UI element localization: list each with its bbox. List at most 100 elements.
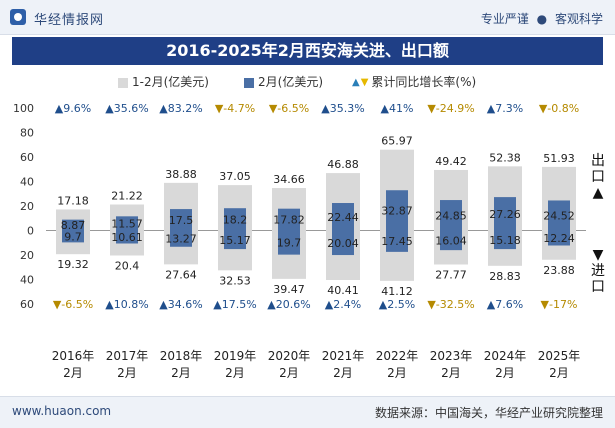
- y-tick-label: 20: [20, 249, 34, 262]
- x-tick-label-month: 2月: [495, 366, 515, 380]
- export-cumulative-label: 51.93: [543, 152, 575, 165]
- import-cumulative-label: 32.53: [219, 274, 251, 287]
- export-month-label: 17.82: [273, 214, 305, 227]
- export-month-bar: [332, 203, 354, 231]
- legend-label-cumulative: 1-2月(亿美元): [132, 75, 209, 89]
- export-arrow-icon: ▲: [592, 185, 604, 201]
- import-cumulative-label: 40.41: [327, 284, 359, 297]
- import-month-label: 15.17: [219, 234, 251, 247]
- y-tick-label: 80: [20, 127, 34, 140]
- export-cumulative-label: 38.88: [165, 168, 197, 181]
- import-growth-label: ▲20.6%: [267, 298, 310, 311]
- legend-label-month: 2月(亿美元): [258, 75, 323, 89]
- import-month-label: 10.61: [111, 231, 143, 244]
- import-month-bar: [440, 230, 462, 251]
- export-cumulative-label: 46.88: [327, 158, 359, 171]
- export-month-label: 22.44: [327, 211, 359, 224]
- export-month-label: 24.85: [435, 209, 467, 222]
- up-triangle-icon: ▲: [352, 77, 360, 88]
- legend-item-month: 2月(亿美元): [244, 73, 323, 90]
- export-month-bar: [170, 209, 192, 231]
- x-tick-label-year: 2022年: [376, 349, 419, 363]
- chart-title: 2016-2025年2月西安海关进、出口额: [166, 41, 449, 60]
- import-month-label: 19.7: [277, 237, 302, 250]
- export-growth-label: ▲83.2%: [159, 102, 202, 115]
- top-bar: 华经情报网 专业严谨 ● 客观科学: [0, 0, 615, 35]
- import-growth-label: ▲7.6%: [487, 298, 523, 311]
- x-tick-label-month: 2月: [549, 366, 569, 380]
- export-month-bar: [386, 190, 408, 231]
- x-tick-label-month: 2月: [441, 366, 461, 380]
- footer-source: 数据来源：中国海关，华经产业研究院整理: [374, 406, 603, 420]
- legend-label-growth: 累计同比增长率(%): [371, 75, 477, 89]
- import-month-bar: [548, 230, 570, 246]
- brand-name: 华经情报网: [34, 13, 105, 28]
- export-cumulative-label: 21.22: [111, 190, 143, 203]
- import-month-bar: [116, 230, 138, 244]
- import-month-bar: [332, 230, 354, 256]
- import-cumulative-label: 19.32: [57, 258, 89, 271]
- legend-item-cumulative: 1-2月(亿美元): [118, 73, 209, 90]
- import-month-label: 9.7: [64, 230, 82, 243]
- import-month-bar: [386, 230, 408, 252]
- import-month-bar: [278, 230, 300, 255]
- export-month-label: 32.87: [381, 204, 413, 217]
- export-month-label: 18.2: [223, 213, 248, 226]
- x-tick-label-month: 2月: [117, 366, 137, 380]
- legend: 1-2月(亿美元) 2月(亿美元) ▲▼ 累计同比增长率(%): [0, 70, 615, 92]
- export-growth-label: ▲35.3%: [321, 102, 364, 115]
- export-month-bar: [494, 197, 516, 231]
- import-month-label: 12.24: [543, 232, 575, 245]
- footer: www.huaon.com 数据来源：中国海关，华经产业研究院整理: [0, 396, 615, 428]
- y-tick-label: 60: [20, 151, 34, 164]
- tagline-left: 专业严谨: [480, 12, 529, 26]
- footer-website: www.huaon.com: [12, 404, 112, 418]
- y-tick-label: 40: [20, 274, 34, 287]
- export-month-bar: [116, 216, 138, 231]
- x-tick-label-month: 2月: [387, 366, 407, 380]
- export-growth-label: ▲41%: [381, 102, 414, 115]
- export-cumulative-label: 17.18: [57, 194, 89, 207]
- export-month-label: 17.5: [169, 214, 194, 227]
- import-cumulative-label: 27.64: [165, 268, 197, 281]
- x-tick-label-month: 2月: [333, 366, 353, 380]
- import-growth-label: ▲2.4%: [325, 298, 361, 311]
- import-cumulative-label: 23.88: [543, 264, 575, 277]
- x-tick-label-year: 2025年: [538, 349, 581, 363]
- export-growth-label: ▼-6.5%: [269, 102, 309, 115]
- x-tick-label-month: 2月: [225, 366, 245, 380]
- export-month-label: 8.87: [61, 219, 86, 232]
- export-month-bar: [62, 219, 84, 231]
- legend-swatch-cumulative: [118, 77, 128, 88]
- y-tick-label: 100: [13, 102, 34, 115]
- x-tick-label-year: 2020年: [268, 349, 311, 363]
- export-month-label: 11.57: [111, 217, 143, 230]
- import-month-label: 16.04: [435, 234, 467, 247]
- y-tick-label: 0: [27, 225, 34, 238]
- x-tick-label-month: 2月: [279, 366, 299, 380]
- import-label-text: 进口: [591, 263, 605, 295]
- import-growth-label: ▲10.8%: [105, 298, 148, 311]
- export-month-label: 27.26: [489, 208, 521, 221]
- export-month-bar: [440, 200, 462, 231]
- export-cumulative-label: 34.66: [273, 173, 305, 186]
- import-month-label: 13.27: [165, 233, 197, 246]
- import-month-bar: [494, 230, 516, 250]
- import-arrow-icon: ▼: [592, 247, 604, 263]
- import-growth-label: ▲34.6%: [159, 298, 202, 311]
- export-growth-label: ▼-24.9%: [427, 102, 474, 115]
- export-cumulative-label: 65.97: [381, 135, 413, 148]
- title-bar: 2016-2025年2月西安海关进、出口额: [12, 37, 603, 65]
- x-tick-label-year: 2021年: [322, 349, 365, 363]
- legend-item-growth: ▲▼ 累计同比增长率(%): [352, 73, 476, 90]
- export-month-bar: [224, 208, 246, 231]
- tagline-separator: ●: [536, 12, 548, 26]
- x-tick-label-year: 2017年: [106, 349, 149, 363]
- x-tick-label-year: 2024年: [484, 349, 527, 363]
- export-growth-label: ▼-4.7%: [215, 102, 255, 115]
- tagline-right: 客观科学: [554, 12, 603, 26]
- import-month-bar: [62, 230, 84, 243]
- legend-swatch-month: [244, 77, 254, 88]
- import-month-label: 15.18: [489, 234, 521, 247]
- export-growth-label: ▲35.6%: [105, 102, 148, 115]
